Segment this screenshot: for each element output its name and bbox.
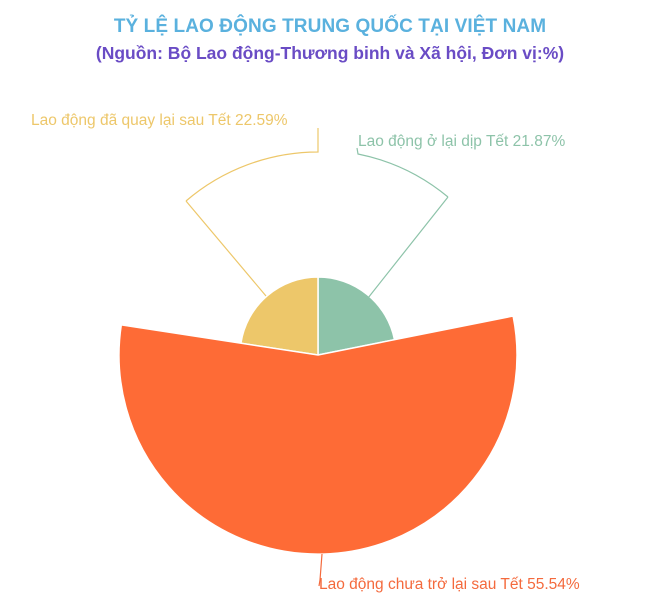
chart-subtitle: (Nguồn: Bộ Lao động-Thương binh và Xã hộ… bbox=[95, 43, 565, 63]
leader-line-green bbox=[367, 196, 449, 299]
leader-arc-yellow bbox=[185, 128, 319, 202]
chart-title: TỶ LỆ LAO ĐỘNG TRUNG QUỐC TẠI VIỆT NAM bbox=[113, 16, 547, 37]
leader-line-orange bbox=[318, 553, 323, 587]
slice-green-stayed[interactable] bbox=[317, 276, 396, 356]
label-not-returned: Lao động chưa trở lại sau Tết 55.54% bbox=[319, 576, 580, 593]
leader-line-yellow bbox=[185, 200, 267, 297]
leader-arc-green bbox=[356, 147, 449, 198]
slice-yellow-returned[interactable] bbox=[240, 276, 319, 356]
label-returned: Lao động đã quay lại sau Tết 22.59% bbox=[31, 112, 288, 129]
label-stayed: Lao động ở lại dịp Tết 21.87% bbox=[358, 133, 566, 150]
